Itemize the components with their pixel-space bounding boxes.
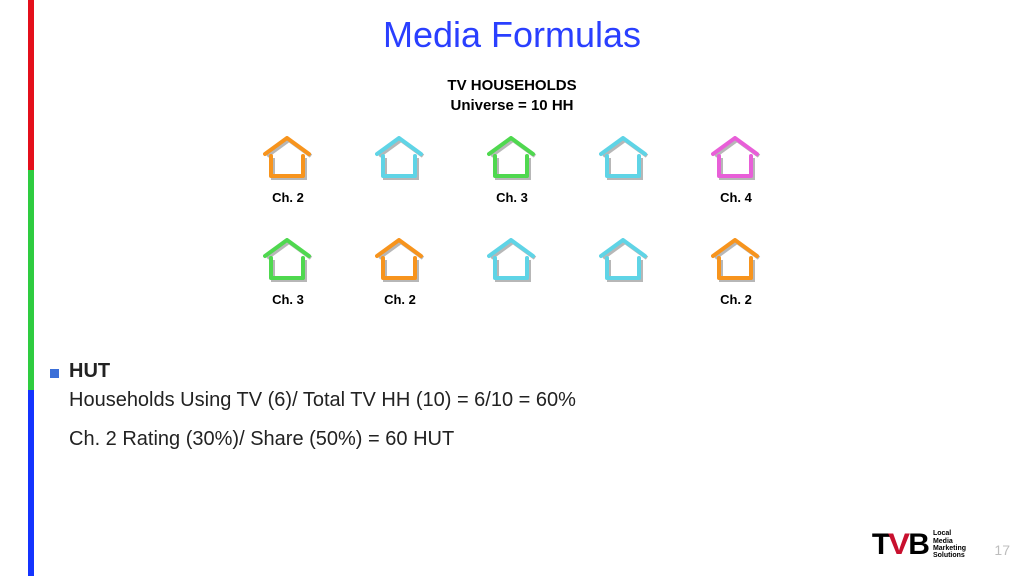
bullet-marker xyxy=(50,369,59,378)
house-item: Ch. 4 xyxy=(711,136,761,208)
tvb-logo: TVB Local Media Marketing Solutions xyxy=(872,528,966,562)
slide-title: Media Formulas xyxy=(0,14,1024,56)
house-item: Ch. 3 xyxy=(263,238,313,310)
house-icon xyxy=(599,136,649,186)
house-label: Ch. 2 xyxy=(384,292,416,310)
logo-sub3: Marketing xyxy=(933,545,966,552)
logo-sub4: Solutions xyxy=(933,552,966,559)
house-label: Ch. 3 xyxy=(496,190,528,208)
house-label: Ch. 2 xyxy=(272,190,304,208)
house-icon xyxy=(263,238,313,288)
logo-sub1: Local xyxy=(933,530,966,537)
bullet-item: HUT xyxy=(50,360,974,383)
houses-grid: Ch. 2 Ch. 3 xyxy=(0,136,1024,340)
house-icon xyxy=(599,238,649,288)
house-item: Ch. 2 xyxy=(711,238,761,310)
house-item xyxy=(375,136,425,208)
house-row: Ch. 2 Ch. 3 xyxy=(0,136,1024,208)
subtitle-line2: Universe = 10 HH xyxy=(451,97,574,114)
logo-sub2: Media xyxy=(933,538,966,545)
slide-subtitle: TV HOUSEHOLDS Universe = 10 HH xyxy=(0,76,1024,115)
house-icon xyxy=(375,238,425,288)
subtitle-line1: TV HOUSEHOLDS xyxy=(447,77,576,94)
house-item xyxy=(599,136,649,208)
house-label: Ch. 4 xyxy=(720,190,752,208)
logo-v: V xyxy=(888,528,909,562)
house-icon xyxy=(711,136,761,186)
logo-b: B xyxy=(908,528,929,562)
house-row: Ch. 3 Ch. 2 xyxy=(0,238,1024,310)
house-icon xyxy=(487,136,537,186)
house-icon xyxy=(375,136,425,186)
logo-text: TVB xyxy=(872,528,929,562)
house-label: Ch. 2 xyxy=(720,292,752,310)
side-stripe xyxy=(28,390,34,576)
bullet-section: HUT Households Using TV (6)/ Total TV HH… xyxy=(50,360,974,465)
logo-subtext: Local Media Marketing Solutions xyxy=(933,530,966,559)
bullet-line-2: Ch. 2 Rating (30%)/ Share (50%) = 60 HUT xyxy=(69,426,974,453)
page-number: 17 xyxy=(994,542,1010,558)
house-item xyxy=(599,238,649,310)
house-item: Ch. 2 xyxy=(263,136,313,208)
house-item xyxy=(487,238,537,310)
house-icon xyxy=(711,238,761,288)
house-icon xyxy=(487,238,537,288)
bullet-head: HUT xyxy=(69,360,110,383)
house-label: Ch. 3 xyxy=(272,292,304,310)
house-item: Ch. 3 xyxy=(487,136,537,208)
house-icon xyxy=(263,136,313,186)
logo-t: T xyxy=(872,528,889,562)
bullet-line-1: Households Using TV (6)/ Total TV HH (10… xyxy=(69,387,974,414)
house-item: Ch. 2 xyxy=(375,238,425,310)
slide: Media Formulas TV HOUSEHOLDS Universe = … xyxy=(0,0,1024,576)
